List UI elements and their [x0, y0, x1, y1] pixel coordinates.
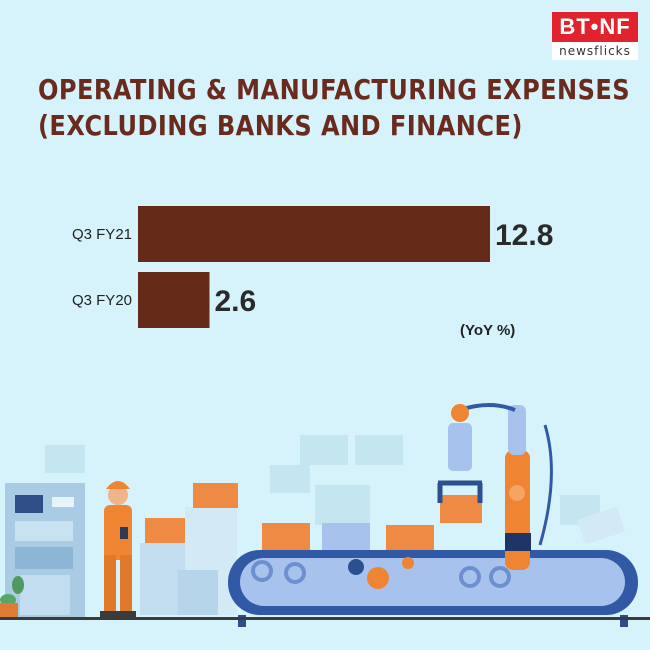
brand-logo-top: BT•NF — [552, 12, 638, 42]
bar — [138, 206, 490, 262]
factory-illustration — [0, 403, 650, 627]
brand-logo-bottom: newsflicks — [552, 42, 638, 60]
category-label: Q3 FY20 — [72, 292, 132, 309]
factory-worker — [100, 481, 136, 617]
background-boxes — [45, 435, 600, 525]
bar-value-label: 12.8 — [495, 219, 553, 252]
chart-title: OPERATING & MANUFACTURING EXPENSES (EXCL… — [38, 72, 631, 144]
bar-chart: Q3 FY21 12.8 Q3 FY20 2.6 — [72, 206, 553, 328]
box-stacks — [140, 483, 238, 615]
bar-value-label: 2.6 — [215, 285, 257, 318]
control-panel-machine — [5, 483, 85, 618]
unit-label: (YoY %) — [460, 322, 516, 339]
bar — [138, 272, 210, 328]
brand-logo: BT•NF newsflicks — [552, 12, 638, 60]
conveyor-belt — [228, 550, 638, 627]
chart-title-line-2: (EXCLUDING BANKS AND FINANCE) — [38, 109, 523, 142]
chart-title-line-1: OPERATING & MANUFACTURING EXPENSES — [38, 73, 631, 106]
conveyor-boxes — [262, 495, 626, 550]
category-label: Q3 FY21 — [72, 226, 132, 243]
potted-plant — [0, 576, 24, 617]
floor-line — [0, 617, 650, 620]
robotic-arm — [437, 403, 553, 570]
